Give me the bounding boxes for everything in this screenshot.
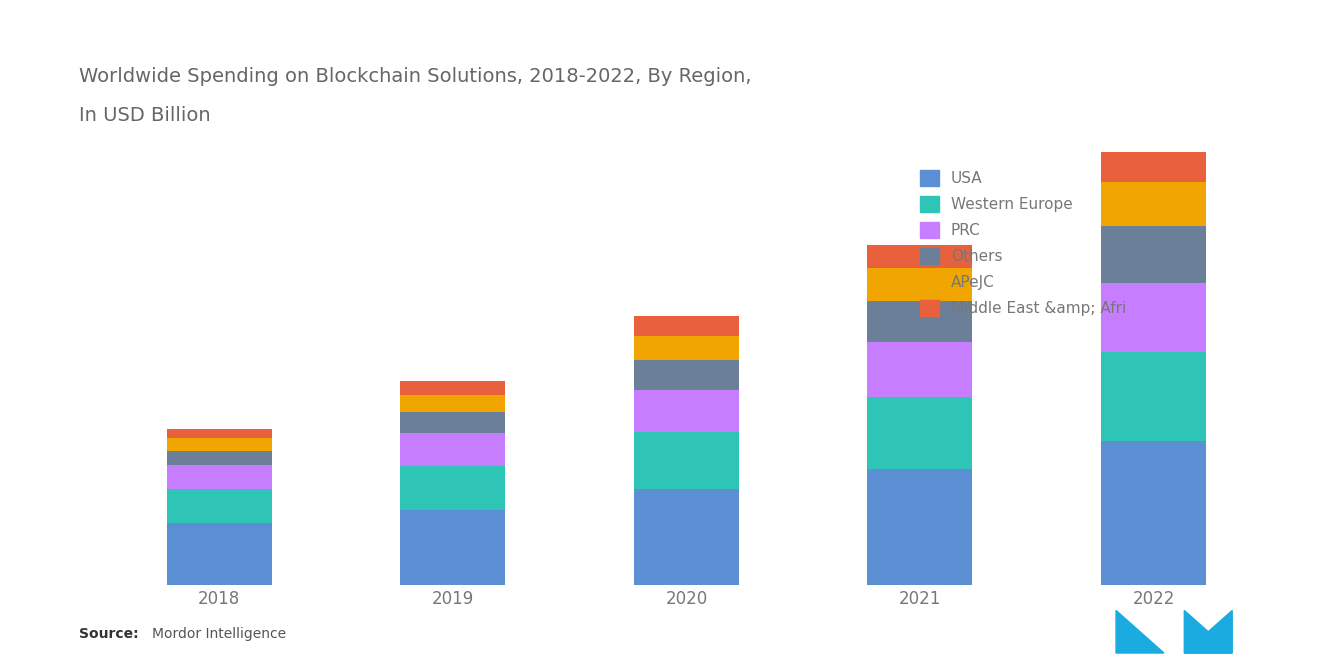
Bar: [400, 510, 506, 585]
Bar: [634, 390, 739, 432]
Bar: [1101, 226, 1206, 283]
Bar: [400, 412, 506, 433]
Text: Source:: Source:: [79, 627, 139, 642]
Bar: [634, 489, 739, 585]
Bar: [166, 429, 272, 438]
Bar: [166, 438, 272, 451]
Bar: [166, 489, 272, 523]
Bar: [400, 381, 506, 394]
Bar: [166, 464, 272, 489]
Bar: [1101, 283, 1206, 352]
Bar: [867, 342, 973, 397]
Bar: [867, 245, 973, 269]
Bar: [400, 433, 506, 466]
Bar: [634, 432, 739, 489]
Bar: [867, 397, 973, 469]
Polygon shape: [1115, 610, 1164, 653]
Legend: USA, Western Europe, PRC, Others, APeJC, Middle East &amp; Afri: USA, Western Europe, PRC, Others, APeJC,…: [912, 163, 1134, 324]
Text: Worldwide Spending on Blockchain Solutions, 2018-2022, By Region,: Worldwide Spending on Blockchain Solutio…: [79, 66, 751, 86]
Bar: [634, 360, 739, 390]
Bar: [867, 269, 973, 301]
Bar: [1101, 182, 1206, 226]
Bar: [166, 451, 272, 464]
Text: In USD Billion: In USD Billion: [79, 106, 211, 126]
Bar: [867, 301, 973, 342]
Text: Mordor Intelligence: Mordor Intelligence: [152, 627, 286, 642]
Bar: [634, 336, 739, 360]
Bar: [166, 523, 272, 585]
Bar: [1101, 152, 1206, 182]
Bar: [400, 466, 506, 510]
Polygon shape: [1184, 610, 1233, 653]
Bar: [867, 469, 973, 585]
Bar: [400, 394, 506, 412]
Polygon shape: [1184, 610, 1233, 653]
Bar: [1101, 352, 1206, 441]
Bar: [1101, 441, 1206, 585]
Bar: [634, 317, 739, 336]
